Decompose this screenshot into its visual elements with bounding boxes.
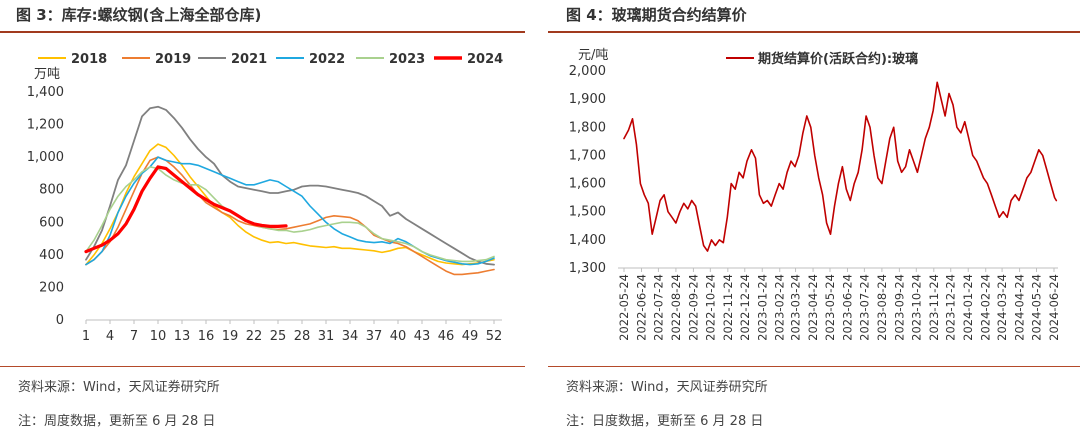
x-tick-label: 2023-09-24 — [892, 274, 906, 341]
x-tick-label: 49 — [462, 329, 479, 344]
figure-3-top-rule — [0, 31, 525, 33]
y-tick-label: 1,900 — [569, 92, 606, 107]
x-tick-label: 43 — [414, 329, 431, 344]
figure-4-top-rule — [548, 31, 1080, 33]
x-tick-label: 2023-02-24 — [773, 274, 787, 341]
figure-4-bottom-rule — [548, 366, 1080, 367]
x-tick-label: 2024-04-24 — [1013, 274, 1027, 341]
x-tick-label: 2022-08-24 — [669, 274, 683, 341]
figure-4-title: 图 4：玻璃期货合约结算价 — [566, 6, 747, 24]
y-tick-label: 0 — [56, 313, 64, 328]
rebar-inventory-chart: 万吨 0 200 400 600 800 1,000 1,200 1,400 1 4 7 10 13 16 1… — [27, 52, 503, 344]
glass-futures-chart: 元/吨 1,300 1,400 1,500 1,600 1,700 1,800 1,900 2,… — [569, 48, 1061, 341]
x-tick-label: 13 — [174, 329, 191, 344]
series-line-2022 — [85, 156, 495, 266]
series-line-2019 — [85, 156, 495, 276]
y-tick-label: 800 — [39, 183, 64, 198]
x-tick-label: 34 — [342, 329, 359, 344]
figure-4-panel: 图 4：玻璃期货合约结算价 元/吨 1,300 1,400 1,500 1,600 1,7… — [548, 0, 1080, 431]
x-tick-label: 46 — [438, 329, 455, 344]
x-tick-label: 7 — [130, 329, 138, 344]
y-tick-label: 400 — [39, 248, 64, 263]
legend-label-2023: 2023 — [389, 52, 425, 67]
series-line-2018 — [85, 143, 495, 266]
x-tick-label: 2023-10-24 — [909, 274, 923, 341]
y-tick-label: 1,400 — [27, 85, 64, 100]
x-tick-label: 31 — [318, 329, 335, 344]
x-tick-label: 2022-10-24 — [703, 274, 717, 341]
x-tick-label: 10 — [150, 329, 167, 344]
x-tick-label: 2022-09-24 — [686, 274, 700, 341]
legend-label-2022: 2022 — [309, 52, 345, 67]
y-tick-label: 1,300 — [569, 261, 606, 276]
x-tick-label: 2023-06-24 — [840, 274, 854, 341]
figure-4-note: 注：日度数据，更新至 6 月 28 日 — [566, 414, 764, 429]
x-tick-label: 2022-07-24 — [651, 274, 665, 341]
y-tick-label: 1,700 — [569, 148, 606, 163]
x-tick-label: 2022-12-24 — [738, 274, 752, 341]
y-tick-label: 600 — [39, 215, 64, 230]
y-axis-unit-label: 万吨 — [34, 67, 60, 82]
x-tick-label: 28 — [294, 329, 311, 344]
x-tick-label: 2024-05-24 — [1030, 274, 1044, 341]
x-tick-label: 2023-03-24 — [789, 274, 803, 341]
series-line-2024 — [84, 165, 288, 254]
legend-label-glass: 期货结算价(活跃合约):玻璃 — [758, 51, 918, 67]
y-tick-label: 2,000 — [569, 64, 606, 79]
legend-label-2018: 2018 — [71, 52, 107, 67]
x-tick-label: 52 — [486, 329, 503, 344]
x-tick-label: 25 — [270, 329, 287, 344]
x-tick-label: 2022-05-24 — [617, 274, 631, 341]
x-tick-label: 2023-04-24 — [806, 274, 820, 341]
x-tick-label: 2024-01-24 — [961, 274, 975, 341]
series-line-2023 — [85, 166, 495, 263]
x-tick-label: 2023-01-24 — [755, 274, 769, 341]
x-tick-label: 40 — [390, 329, 407, 344]
figure-3-bottom-rule — [0, 366, 525, 367]
x-tick-label: 2022-06-24 — [634, 274, 648, 341]
figure-3-note: 注：周度数据，更新至 6 月 28 日 — [18, 414, 216, 429]
figure-3-title: 图 3：库存:螺纹钢(含上海全部仓库) — [16, 6, 262, 24]
x-tick-label: 1 — [82, 329, 90, 344]
series-line-glass-settlement — [623, 81, 1058, 252]
figure-3-source: 资料来源：Wind，天风证券研究所 — [18, 380, 220, 395]
x-tick-label: 2023-12-24 — [944, 274, 958, 341]
y-tick-label: 200 — [39, 280, 64, 295]
x-tick-label: 22 — [246, 329, 263, 344]
x-tick-label: 2023-05-24 — [823, 274, 837, 341]
legend-label-2021: 2021 — [231, 52, 267, 67]
x-tick-label: 2024-02-24 — [979, 274, 993, 341]
y-axis-unit-label: 元/吨 — [578, 48, 608, 63]
x-tick-label: 2024-03-24 — [995, 274, 1009, 341]
series-line-2021 — [85, 105, 495, 266]
x-tick-label: 2023-08-24 — [875, 274, 889, 341]
figure-3-panel: 图 3：库存:螺纹钢(含上海全部仓库) 万吨 0 200 400 600 800 1,000… — [0, 0, 525, 431]
x-tick-label: 2024-06-24 — [1047, 274, 1061, 341]
x-tick-label: 4 — [106, 329, 114, 344]
x-tick-label: 2023-07-24 — [857, 274, 871, 341]
y-tick-label: 1,000 — [27, 150, 64, 165]
y-tick-label: 1,400 — [569, 233, 606, 248]
y-tick-label: 1,600 — [569, 177, 606, 192]
y-tick-label: 1,500 — [569, 205, 606, 220]
x-tick-label: 37 — [366, 329, 383, 344]
x-tick-label: 19 — [222, 329, 239, 344]
figure-4-source: 资料来源：Wind，天风证券研究所 — [566, 380, 768, 395]
y-tick-label: 1,200 — [27, 118, 64, 133]
y-tick-label: 1,800 — [569, 120, 606, 135]
x-tick-label: 16 — [198, 329, 215, 344]
legend-label-2019: 2019 — [155, 52, 191, 67]
x-tick-label: 2023-11-24 — [927, 274, 941, 341]
legend-label-2024: 2024 — [467, 52, 503, 67]
x-tick-label: 2022-11-24 — [721, 274, 735, 341]
